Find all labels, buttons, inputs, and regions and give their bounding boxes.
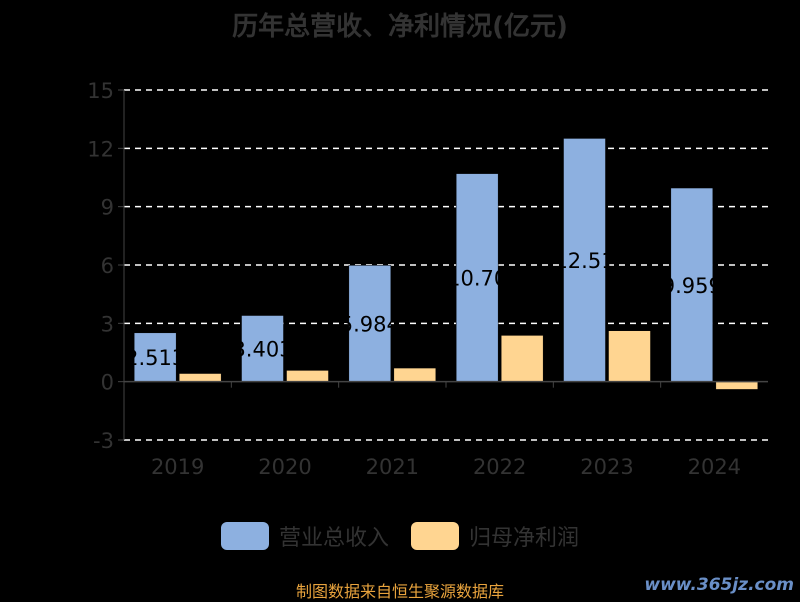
data-label-revenue: 2.513 — [125, 346, 185, 370]
y-tick-label: 6 — [101, 254, 114, 278]
y-axis-ticks: -3 0 3 6 9 12 15 — [87, 79, 124, 453]
chart-title: 历年总营收、净利情况(亿元) — [232, 12, 568, 42]
data-label-revenue: 10.70 — [447, 267, 507, 291]
watermark: www.365jz.com — [644, 575, 794, 595]
bar-revenue — [455, 173, 499, 382]
bar-net-profit — [608, 330, 651, 382]
legend-swatch-net-profit — [411, 522, 459, 550]
bar-net-profit — [286, 370, 329, 382]
source-note: 制图数据来自恒生聚源数据库 — [295, 582, 504, 601]
y-tick-label: -3 — [93, 429, 114, 453]
data-label-revenue: 3.403 — [232, 338, 292, 362]
x-tick-label: 2019 — [151, 455, 204, 479]
legend-item-net-profit[interactable]: 归母净利润 — [411, 520, 579, 552]
bar-revenue — [133, 332, 177, 382]
data-label-revenue: 12.51 — [554, 249, 614, 273]
bar-net-profit — [178, 373, 222, 382]
bars — [133, 138, 759, 390]
legend-swatch-revenue — [220, 522, 269, 550]
x-axis-ticks: 2019 2020 2021 2022 2023 2024 — [123, 381, 741, 479]
x-tick-label: 2023 — [580, 455, 633, 479]
y-tick-label: 15 — [87, 79, 114, 103]
x-tick-label: 2020 — [258, 455, 311, 479]
y-tick-label: 9 — [101, 196, 114, 220]
legend-label-net-profit: 归母净利润 — [469, 526, 580, 551]
y-tick-label: 12 — [87, 137, 114, 161]
legend-label-revenue: 营业总收入 — [278, 526, 389, 551]
x-tick-label: 2024 — [688, 455, 741, 479]
data-label-revenue: 5.984 — [340, 312, 400, 336]
bar-revenue — [563, 138, 606, 382]
bar-revenue — [241, 315, 284, 382]
bar-net-profit — [393, 367, 437, 382]
bar-net-profit — [500, 335, 544, 382]
grid-lines — [124, 89, 768, 441]
legend-item-revenue[interactable]: 营业总收入 — [220, 520, 389, 552]
x-tick-label: 2022 — [473, 455, 526, 479]
y-tick-label: 0 — [101, 371, 114, 395]
data-labels: 2.513 3.403 5.984 10.70 12.51 9.959 — [125, 249, 722, 370]
legend: 营业总收入 归母净利润 — [0, 518, 800, 554]
x-tick-label: 2021 — [366, 455, 419, 479]
bar-net-profit — [715, 381, 759, 390]
bar-revenue — [348, 265, 392, 382]
data-label-revenue: 9.959 — [662, 274, 722, 298]
y-tick-label: 3 — [101, 312, 114, 336]
